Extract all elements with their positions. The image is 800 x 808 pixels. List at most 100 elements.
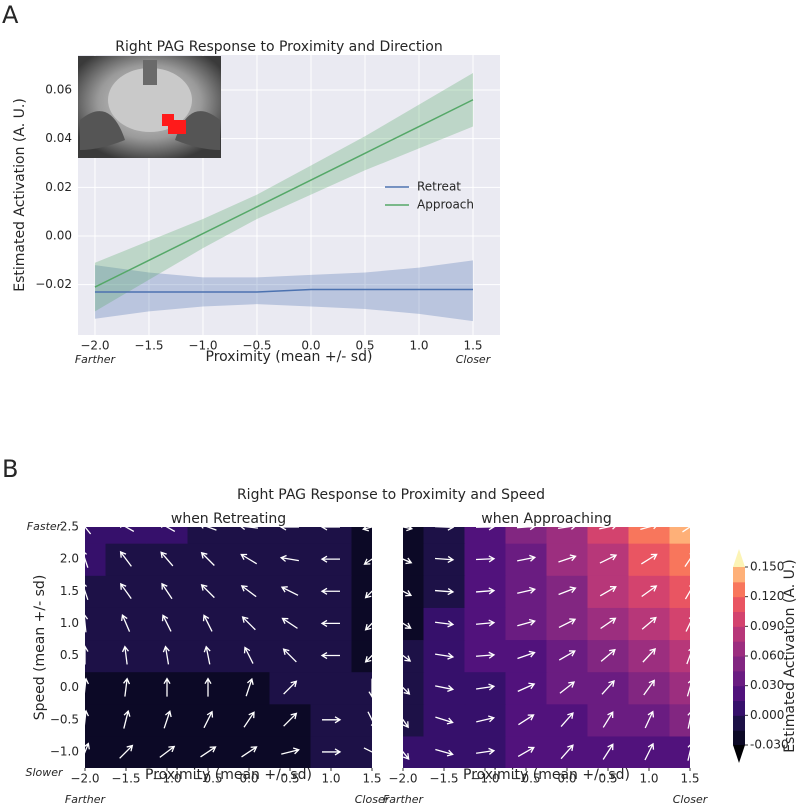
gradient-arrow bbox=[202, 614, 213, 632]
x-tick-label: 1.0 bbox=[409, 339, 428, 353]
x-axis-label: Proximity (mean +/- sd) bbox=[206, 349, 373, 365]
contour-cell bbox=[351, 703, 372, 737]
gradient-arrow bbox=[475, 651, 496, 659]
contour-cell bbox=[403, 735, 425, 768]
contour-cell bbox=[403, 607, 425, 641]
gradient-arrow bbox=[119, 527, 135, 533]
gradient-arrow bbox=[403, 557, 413, 565]
gradient-arrow bbox=[320, 619, 340, 627]
gradient-arrow bbox=[85, 645, 89, 665]
contour-cell bbox=[85, 639, 107, 673]
gradient-arrow bbox=[364, 654, 372, 663]
y-axis-label: Speed (mean +/- sd) bbox=[32, 575, 48, 721]
gradient-arrow bbox=[687, 744, 690, 761]
gradient-arrow bbox=[599, 554, 618, 564]
gradient-arrow bbox=[476, 683, 496, 691]
gradient-arrow bbox=[435, 748, 454, 757]
gradient-arrow bbox=[200, 584, 215, 599]
contour-cell bbox=[669, 703, 690, 737]
contour-cell bbox=[669, 671, 690, 705]
gradient-arrow bbox=[159, 745, 176, 758]
chart-title: Right PAG Response to Proximity and Spee… bbox=[237, 487, 545, 503]
panel-label: A bbox=[2, 1, 19, 29]
gradient-arrow bbox=[162, 645, 170, 665]
panel-b: B Right PAG Response to Proximity and Spe… bbox=[2, 455, 798, 806]
colorbar-extension bbox=[733, 745, 745, 763]
contour-cell bbox=[85, 735, 107, 768]
gradient-arrow bbox=[203, 645, 211, 665]
gradient-arrow bbox=[435, 716, 454, 725]
x-tick-label: −1.0 bbox=[470, 772, 499, 786]
gradient-arrow bbox=[434, 588, 455, 596]
gradient-arrow bbox=[475, 747, 496, 755]
gradient-arrow bbox=[282, 648, 297, 663]
gradient-arrow bbox=[686, 680, 690, 697]
gradient-arrow bbox=[602, 743, 614, 760]
gradient-arrow bbox=[85, 552, 89, 568]
gradient-arrow bbox=[320, 651, 340, 660]
contour-cell bbox=[669, 575, 690, 608]
contour-cell bbox=[669, 543, 690, 576]
contour-cell bbox=[228, 527, 271, 544]
gradient-arrow bbox=[403, 718, 409, 729]
colorbar-band bbox=[733, 685, 745, 701]
gradient-arrow bbox=[643, 679, 655, 696]
y-tick-label: 0.04 bbox=[45, 131, 72, 145]
gradient-arrow bbox=[240, 527, 259, 530]
legend-label: Retreat bbox=[417, 180, 461, 194]
x-tick-label: −0.5 bbox=[242, 339, 271, 353]
gradient-arrow bbox=[200, 551, 215, 566]
gradient-arrow bbox=[201, 527, 217, 531]
y-tick-label: 2.5 bbox=[60, 520, 79, 534]
contour-cell bbox=[351, 543, 372, 576]
annotation: Farther bbox=[75, 353, 117, 366]
contour-cell bbox=[403, 543, 425, 576]
contour-cell bbox=[105, 527, 148, 544]
line bbox=[94, 99, 474, 288]
colorbar-band bbox=[733, 715, 745, 731]
gradient-arrow bbox=[121, 613, 131, 632]
annotation: Closer bbox=[673, 793, 709, 806]
gradient-arrow bbox=[684, 585, 690, 600]
colorbar-tick-label: 0.060 bbox=[750, 649, 784, 663]
gradient-arrow bbox=[364, 622, 372, 631]
gradient-arrow bbox=[558, 554, 577, 563]
x-axis-label: Proximity (mean +/- sd) bbox=[463, 767, 630, 783]
gradient-arrow bbox=[163, 710, 172, 729]
gradient-arrow bbox=[686, 648, 690, 665]
gradient-arrow bbox=[558, 527, 576, 530]
y-tick-label: 1.5 bbox=[60, 584, 79, 598]
colorbar-band bbox=[733, 567, 745, 583]
gradient-arrow bbox=[475, 555, 496, 563]
x-axis-label: Proximity (mean +/- sd) bbox=[145, 767, 312, 783]
contour-cell bbox=[403, 527, 425, 544]
gradient-arrow bbox=[558, 618, 577, 629]
colorbar-tick-label: 0.090 bbox=[750, 619, 784, 633]
gradient-arrow bbox=[200, 746, 217, 758]
colorbar-band bbox=[733, 641, 745, 657]
gradient-arrow bbox=[364, 590, 372, 599]
colorbar-band bbox=[733, 700, 745, 716]
gradient-arrow bbox=[281, 747, 300, 755]
gradient-arrow bbox=[517, 586, 537, 594]
line bbox=[94, 288, 473, 293]
gradient-arrow bbox=[123, 709, 131, 729]
gradient-arrow bbox=[644, 710, 655, 729]
contour-cell bbox=[587, 527, 630, 544]
gradient-arrow bbox=[204, 677, 212, 697]
gradient-arrow bbox=[240, 553, 258, 565]
contour-cell bbox=[464, 527, 507, 544]
contour-cell bbox=[85, 575, 107, 608]
contour-field bbox=[403, 527, 690, 768]
gradient-arrow bbox=[85, 527, 92, 535]
gradient-arrow bbox=[163, 677, 171, 697]
subplot-title: when Retreating bbox=[171, 511, 286, 527]
inset-image bbox=[78, 56, 221, 158]
x-tick-label: 1.5 bbox=[680, 772, 699, 786]
gradient-arrow bbox=[245, 677, 254, 697]
gradient-arrow bbox=[559, 681, 576, 694]
gradient-arrow bbox=[85, 614, 89, 633]
x-tick-label: 0.5 bbox=[280, 772, 299, 786]
chart-title: Right PAG Response to Proximity and Dire… bbox=[115, 39, 442, 55]
